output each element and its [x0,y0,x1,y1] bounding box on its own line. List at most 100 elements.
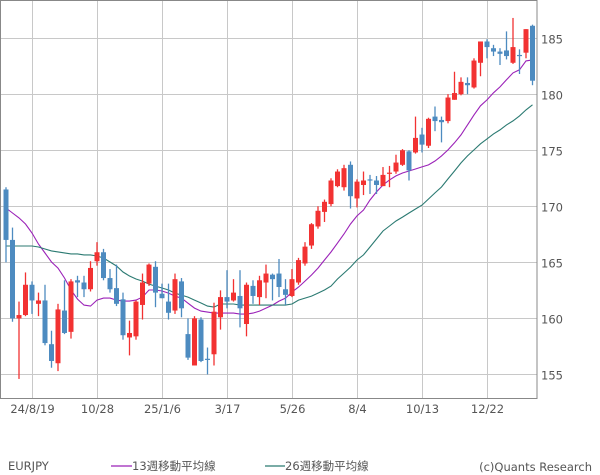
candle-body [302,246,308,264]
candle-body [367,179,373,181]
candle-body [445,97,451,122]
candle [523,29,529,59]
candle-body [23,284,28,316]
candle [179,278,184,318]
copyright: (c)Quants Research [479,460,592,474]
candle-body [172,279,178,311]
candle [367,174,373,194]
candle-body [484,41,490,48]
x-tick-label: 10/13 [406,402,439,416]
candle-body [159,293,165,299]
plot-frame [0,0,538,399]
candle [276,258,282,298]
legend: EURJPY 13週移動平均線 26週移動平均線 (c)Quants Resea… [8,459,592,474]
candle-body [120,299,126,336]
y-tick-label: 170 [541,201,563,215]
candle-body [179,281,184,309]
candle [328,178,334,207]
candle [107,269,113,293]
candle [478,41,483,77]
candle [341,164,347,191]
candle-body [81,282,87,290]
candle-body [211,311,217,355]
candle-body [439,119,444,123]
candle-body [315,210,321,227]
candle-body [517,54,522,57]
candle [348,161,353,209]
candle-body [283,289,288,295]
candle-body [270,274,275,280]
y-tick-label: 185 [541,33,563,47]
y-tick-label: 155 [541,369,563,383]
candle [146,263,152,286]
candle [244,282,249,337]
candle-body [88,267,93,290]
candle [114,264,119,307]
candle-body [3,189,9,240]
candle [465,77,470,95]
candle [10,227,15,322]
candle-body [192,318,197,366]
legend-ma13-label: 13週移動平均線 [132,459,216,473]
candle-body [205,358,210,360]
candle [185,318,191,360]
candle-body [322,201,327,212]
candle [315,206,321,229]
candle-body [374,180,379,185]
candle-body [224,297,230,302]
candle-body [504,50,509,57]
candle-body [127,332,132,338]
candle [296,257,301,285]
candle [81,275,87,298]
candle-body [406,151,412,171]
candle-body [510,47,516,63]
candle-body [250,285,256,296]
y-tick-label: 180 [541,89,563,103]
candle [491,44,496,57]
candle-body [296,260,301,283]
legend-symbol: EURJPY [8,459,50,473]
candle [283,279,288,305]
candle [302,242,308,266]
candle-body [140,282,145,305]
candle [309,223,314,249]
candle [426,117,431,148]
candle-body [10,239,15,319]
candle-body [328,180,334,205]
candle [36,292,41,317]
candle-body [101,252,106,279]
candle-body [94,252,100,262]
candle [413,116,418,154]
x-tick-label: 5/26 [280,402,306,416]
candle [374,176,379,194]
candle-body [393,162,399,172]
candle [354,179,360,208]
candle-body [465,82,470,86]
candle [75,275,80,298]
candle [16,301,22,379]
moving-average-lines [5,59,533,315]
candle [387,165,392,188]
candle-body [185,334,191,358]
x-tick-label: 25/1/6 [144,402,181,416]
candle-body [426,118,431,146]
candle-body [452,93,457,100]
candle-body [478,41,483,63]
candle-body [419,134,425,145]
candle [289,269,295,298]
candle-body [400,150,405,165]
candle-body [49,344,54,362]
candle-body [146,264,152,284]
candle-body [218,297,223,318]
candle [153,261,158,308]
candle-body [289,279,295,296]
candle-body [387,172,392,174]
candle [94,242,100,266]
candle-body [62,310,67,333]
candle [406,150,412,181]
candle-body [257,280,262,298]
candle-body [107,278,113,290]
y-tick-label: 175 [541,145,563,159]
candle [484,39,490,59]
candle [140,273,145,320]
